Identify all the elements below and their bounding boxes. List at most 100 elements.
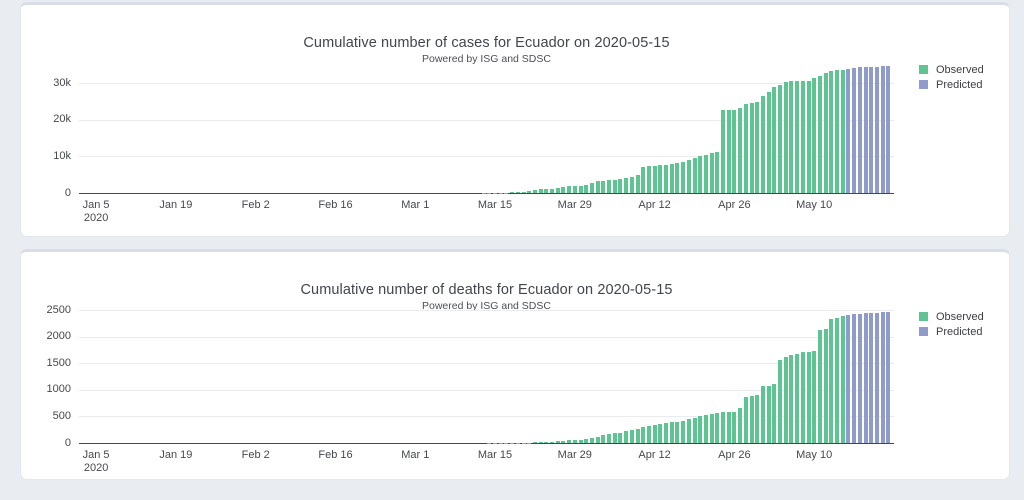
observed-bar	[641, 427, 646, 443]
observed-bar	[812, 351, 817, 443]
observed-bar	[778, 359, 783, 443]
observed-bar	[646, 166, 651, 193]
cases-chart-card: Cumulative number of cases for Ecuador o…	[20, 2, 1010, 237]
observed-bar	[795, 354, 800, 443]
observed-bar	[783, 81, 788, 193]
observed-bar	[652, 425, 657, 443]
legend-item-observed[interactable]: Observed	[919, 62, 1005, 77]
predicted-swatch-icon	[919, 327, 928, 336]
predicted-bar	[852, 314, 857, 443]
observed-bar	[658, 165, 663, 193]
observed-bar	[840, 69, 845, 193]
observed-bar	[823, 328, 828, 443]
observed-bar	[612, 433, 617, 443]
observed-bar	[578, 185, 583, 193]
x-tick-label: Jan 19	[159, 199, 193, 211]
observed-swatch-icon	[919, 65, 928, 74]
observed-bar	[715, 152, 720, 193]
legend: Observed Predicted	[919, 62, 1005, 92]
legend-item-predicted[interactable]: Predicted	[919, 324, 1005, 339]
observed-bar	[817, 76, 822, 193]
y-tick-label: 30k	[53, 76, 71, 89]
observed-bar	[618, 179, 623, 193]
observed-bar	[778, 85, 783, 193]
observed-bar	[823, 73, 828, 193]
observed-bar	[789, 355, 794, 443]
observed-bar	[800, 81, 805, 193]
observed-bar	[686, 418, 691, 443]
observed-bar	[721, 412, 726, 443]
observed-bar	[812, 77, 817, 193]
observed-bar	[755, 395, 760, 443]
observed-bar	[538, 442, 543, 443]
x-tick-label: Mar 1	[401, 199, 430, 211]
legend: Observed Predicted	[919, 309, 1005, 339]
observed-bar	[607, 433, 612, 443]
observed-bar	[732, 109, 737, 193]
observed-bar	[561, 441, 566, 443]
observed-bar	[829, 318, 834, 443]
predicted-bar	[886, 312, 891, 443]
observed-bar	[515, 192, 520, 193]
observed-bar	[572, 185, 577, 193]
y-tick-label: 10k	[53, 149, 71, 162]
x-tick-label: Jan 19	[159, 449, 193, 461]
observed-bar	[726, 412, 731, 443]
gridline	[79, 119, 894, 121]
x-tick-label: Feb 16	[318, 199, 353, 211]
predicted-bar	[857, 313, 862, 443]
observed-bar	[567, 186, 572, 193]
y-tick-label: 2500	[46, 303, 71, 316]
chart-title: Cumulative number of cases for Ecuador o…	[303, 35, 670, 51]
gridline	[79, 336, 894, 338]
observed-bar	[817, 329, 822, 443]
observed-bar	[669, 164, 674, 193]
observed-bar	[544, 441, 549, 443]
predicted-bar	[886, 66, 891, 193]
observed-bar	[721, 109, 726, 193]
observed-bar	[538, 189, 543, 193]
observed-bar	[510, 192, 515, 193]
observed-bar	[589, 438, 594, 443]
observed-bar	[532, 190, 537, 193]
observed-bar	[584, 439, 589, 443]
predicted-bar	[869, 66, 874, 193]
observed-bar	[612, 179, 617, 193]
deaths-chart-card: Cumulative number of deaths for Ecuador …	[20, 249, 1010, 480]
predicted-swatch-icon	[919, 80, 928, 89]
legend-item-predicted[interactable]: Predicted	[919, 77, 1005, 92]
observed-bar	[749, 396, 754, 443]
gridline	[79, 83, 894, 84]
observed-bar	[772, 384, 777, 443]
observed-bar	[567, 440, 572, 443]
predicted-bar	[880, 312, 885, 443]
observed-bar	[806, 351, 811, 443]
predicted-bar	[863, 313, 868, 443]
observed-bar	[664, 423, 669, 443]
observed-bar	[789, 81, 794, 193]
x-tick-label: Apr 12	[638, 449, 671, 461]
predicted-bar	[869, 312, 874, 443]
observed-bar	[555, 187, 560, 193]
observed-bar	[669, 422, 674, 443]
legend-item-observed[interactable]: Observed	[919, 309, 1005, 324]
x-tick-label: Feb 16	[318, 449, 353, 461]
observed-bar	[800, 352, 805, 443]
gridline	[79, 363, 894, 365]
observed-bar	[601, 435, 606, 443]
observed-bar	[595, 181, 600, 193]
observed-bar	[743, 104, 748, 193]
observed-bar	[686, 159, 691, 193]
predicted-bar	[857, 67, 862, 193]
y-tick-label: 2000	[46, 330, 71, 343]
observed-bar	[726, 109, 731, 193]
observed-bar	[698, 155, 703, 193]
gridline	[79, 389, 894, 391]
predicted-bar	[874, 66, 879, 193]
y-tick-label: 0	[64, 186, 71, 199]
observed-bar	[607, 180, 612, 193]
observed-bar	[658, 424, 663, 443]
legend-label-predicted: Predicted	[936, 325, 983, 338]
legend-label-predicted: Predicted	[936, 78, 983, 91]
x-tick-label: Jan 5 2020	[82, 449, 110, 474]
